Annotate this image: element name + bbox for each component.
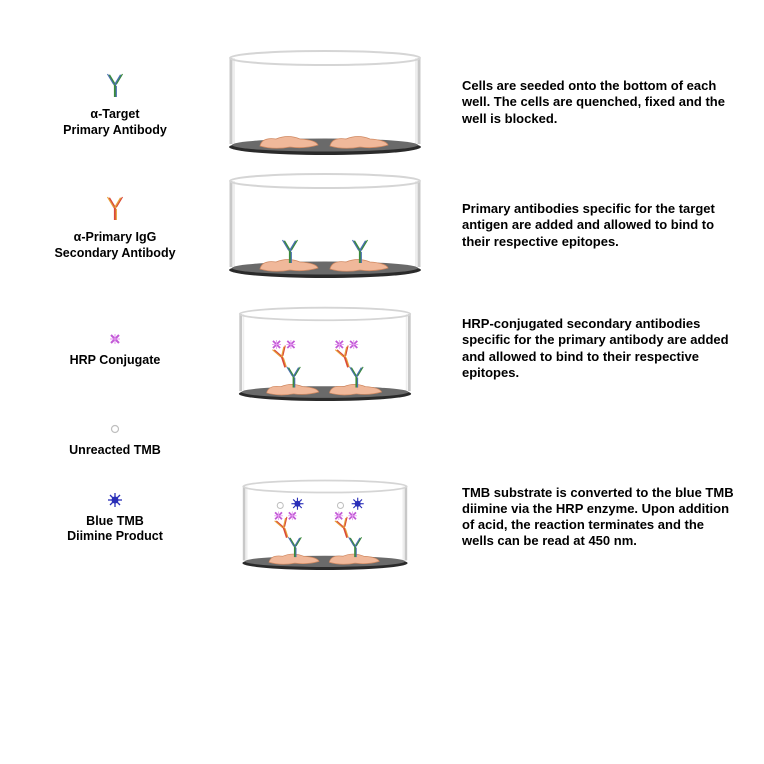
hrp-icon (107, 329, 123, 349)
legend-label: HRP Conjugate (70, 353, 161, 369)
well-step-4 (210, 465, 440, 570)
legend-primary-antibody: α-TargetPrimary Antibody (30, 67, 210, 138)
step-1-desc: Cells are seeded onto the bottom of each… (440, 78, 734, 127)
legend-hrp: HRP Conjugate (30, 329, 210, 369)
step-3-desc: HRP-conjugated secondary antibodies spec… (440, 316, 734, 381)
row-unreacted-tmb: Unreacted TMB (30, 419, 734, 459)
legend-label: α-TargetPrimary Antibody (63, 107, 167, 138)
secondary-antibody-icon (101, 190, 129, 226)
legend-secondary-antibody: α-Primary IgGSecondary Antibody (30, 190, 210, 261)
well-step-2 (210, 173, 440, 278)
primary-antibody-icon (101, 67, 129, 103)
well-step-3 (210, 296, 440, 401)
well-step-1 (210, 50, 440, 155)
row-step-4: Blue TMBDiimine Product TMB su (30, 465, 734, 570)
step-4-desc: TMB substrate is converted to the blue T… (440, 485, 734, 550)
legend-label: Blue TMBDiimine Product (67, 514, 163, 545)
unreacted-tmb-icon (109, 419, 121, 439)
row-step-3: HRP Conjugate HRP-conjugated secondary a… (30, 296, 734, 401)
blue-tmb-icon (106, 490, 124, 510)
row-step-1: α-TargetPrimary Antibody Cells are seede… (30, 50, 734, 155)
step-2-desc: Primary antibodies specific for the targ… (440, 201, 734, 250)
legend-blue-tmb: Blue TMBDiimine Product (30, 490, 210, 545)
legend-label: α-Primary IgGSecondary Antibody (54, 230, 175, 261)
legend-unreacted-tmb: Unreacted TMB (30, 419, 210, 459)
row-step-2: α-Primary IgGSecondary Antibody Primary … (30, 173, 734, 278)
legend-label: Unreacted TMB (69, 443, 161, 459)
